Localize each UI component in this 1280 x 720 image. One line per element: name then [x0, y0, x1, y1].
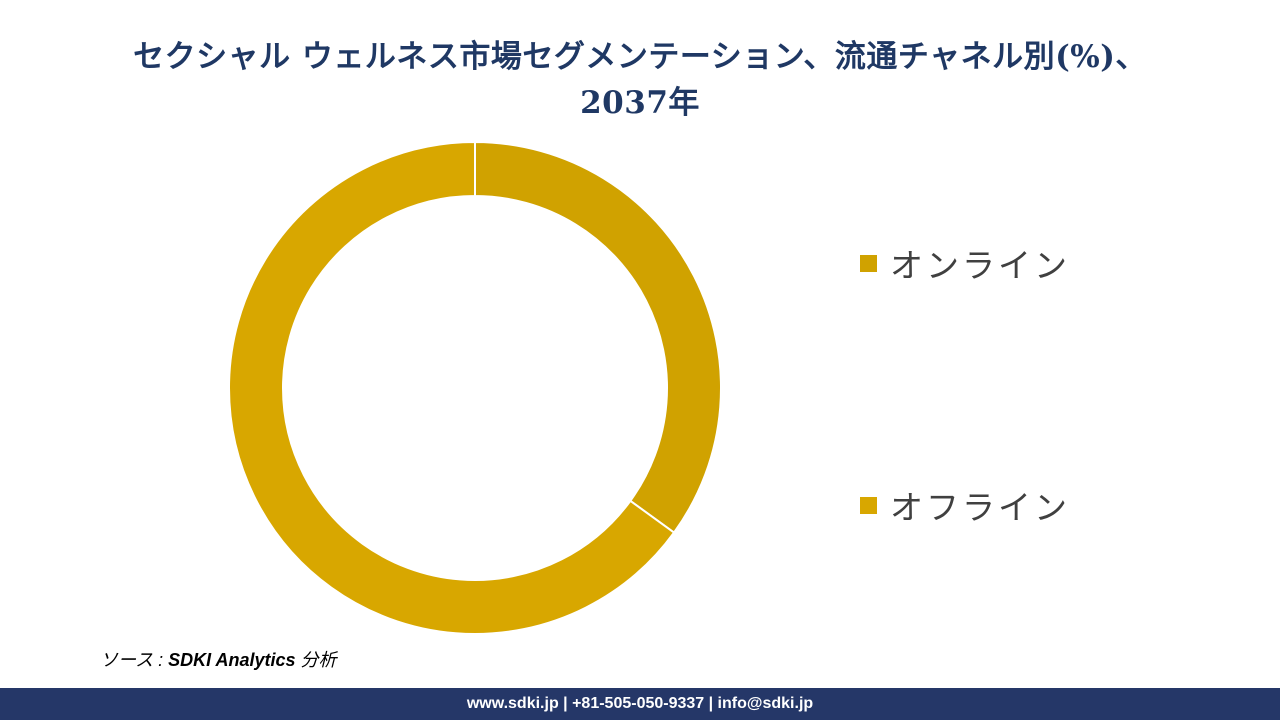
- footer-contact: www.sdki.jp | +81-505-050-9337 | info@sd…: [466, 695, 814, 712]
- legend-item-online: オンライン: [860, 243, 1070, 285]
- source-name: SDKI Analytics: [168, 650, 296, 670]
- source-suffix: 分析: [295, 650, 337, 670]
- donut-slice-offline: [228, 140, 676, 635]
- legend-swatch-offline: [860, 496, 877, 514]
- source-note: ソース : SDKI Analytics 分析: [100, 646, 337, 672]
- legend-swatch-online: [860, 254, 877, 272]
- chart-legend: オンライン オフライン: [860, 0, 1240, 720]
- legend-item-offline: オフライン: [860, 485, 1070, 527]
- donut-chart: [228, 140, 722, 635]
- legend-label-online: オンライン: [890, 246, 1070, 285]
- chart-title-line2: 2037年: [580, 85, 700, 121]
- footer-bar: www.sdki.jp | +81-505-050-9337 | info@sd…: [0, 688, 1280, 720]
- chart-title: セクシャル ウェルネス市場セグメンテーション、流通チャネル別(%)、 2037年: [40, 34, 1240, 126]
- chart-title-line1: セクシャル ウェルネス市場セグメンテーション、流通チャネル別(%)、: [133, 39, 1147, 75]
- donut-slice-online: [474, 140, 722, 534]
- legend-label-offline: オフライン: [890, 488, 1070, 527]
- source-prefix: ソース :: [100, 650, 169, 670]
